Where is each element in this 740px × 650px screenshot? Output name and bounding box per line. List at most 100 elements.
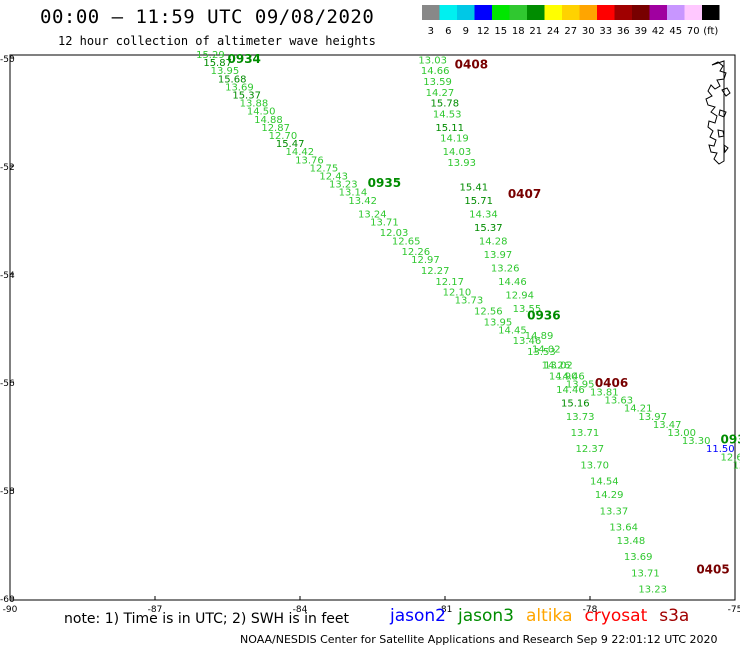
track-id-labels: 0934 0935 0936 0937 0408 0407 0406 0405 — [228, 52, 740, 576]
wave-height-value: 13.64 — [609, 523, 638, 534]
lat-label: -56 — [0, 379, 15, 389]
track-time-label: 0406 — [595, 376, 628, 390]
legend-label: 39 — [634, 26, 647, 37]
wave-height-value: 15.71 — [464, 196, 493, 207]
legend-label: 42 — [652, 26, 665, 37]
wave-height-value: 15.68 — [218, 74, 247, 85]
lon-label: -84 — [293, 605, 308, 615]
wave-height-value: 12.10 — [443, 288, 472, 299]
wave-height-value: 12.65 — [392, 236, 421, 247]
satellite-jason3: jason3 — [458, 606, 514, 626]
lat-label: -50 — [0, 55, 15, 65]
legend-label: 18 — [512, 26, 525, 37]
wave-height-value: 14.02 — [532, 344, 561, 355]
wave-height-value: 15.47 — [276, 139, 305, 150]
wave-height-value: 12.56 — [474, 307, 503, 318]
credit-line: NOAA/NESDIS Center for Satellite Applica… — [240, 633, 718, 646]
legend-swatch — [492, 5, 510, 20]
wave-height-value: 13.23 — [329, 180, 358, 191]
legend-swatch — [474, 5, 492, 20]
wave-height-value: 13.97 — [484, 250, 513, 261]
wave-height-value: 13.95 — [566, 379, 595, 390]
legend-swatch — [562, 5, 580, 20]
lat-label: -58 — [0, 487, 15, 497]
wave-height-value: 13.53 — [527, 347, 556, 358]
wave-height-value: 12.43 — [319, 172, 348, 183]
wave-height-value: 14.53 — [433, 109, 462, 120]
wave-height-value: 13.70 — [580, 460, 609, 471]
lon-label: -78 — [583, 605, 598, 615]
wave-height-value: 14.27 — [426, 88, 455, 99]
color-scale-legend: 3 6 9 12 15 18 21 24 27 30 33 36 39 42 45 70 (ft) — [421, 4, 731, 42]
wave-height-value: 14.46 — [556, 371, 585, 382]
wave-height-value: 14.19 — [440, 134, 469, 145]
legend-swatch — [439, 5, 457, 20]
wave-height-value: 12.27 — [421, 266, 450, 277]
wave-height-value: 13.71 — [370, 217, 399, 228]
color-scale: 3 6 9 12 15 18 21 24 27 30 33 36 39 42 45 70 (ft) — [422, 5, 720, 37]
legend-swatch — [527, 5, 545, 20]
wave-height-value: 14.21 — [624, 404, 653, 415]
wave-height-value: 14.28 — [479, 236, 508, 247]
track-time-label: 0405 — [696, 562, 729, 576]
lat-label: -54 — [0, 271, 15, 281]
track-time-label: 0937 — [721, 433, 740, 447]
wave-height-value: 13.00 — [667, 428, 696, 439]
wave-height-value: 14.46 — [498, 277, 527, 288]
wave-height-value: 13.48 — [617, 536, 646, 547]
legend-swatch — [632, 5, 650, 20]
wave-height-value: 12.97 — [411, 255, 440, 266]
legend-swatch — [544, 5, 562, 20]
wave-height-value: 13.59 — [423, 77, 452, 88]
legend-label: 3 — [428, 26, 434, 37]
track-time-label: 0935 — [368, 176, 401, 190]
jason3-track: 15.2915.8713.9515.6813.6915.3713.8814.50… — [196, 50, 740, 471]
lon-label: -87 — [148, 605, 163, 615]
wave-height-value: 13.37 — [600, 506, 629, 517]
wave-height-value: 14.54 — [590, 477, 619, 488]
wave-height-value: 12.17 — [435, 277, 464, 288]
legend-swatch — [579, 5, 597, 20]
wave-height-value: 14.66 — [421, 66, 450, 77]
legend-swatch — [422, 5, 440, 20]
legend-label: 30 — [582, 26, 595, 37]
coastline — [705, 60, 731, 165]
legend-label: 6 — [445, 26, 451, 37]
wave-height-value: 15.11 — [435, 123, 464, 134]
wave-height-value: 13.93 — [447, 158, 476, 169]
map-frame — [9, 54, 736, 601]
wave-height-value: 15.37 — [474, 223, 503, 234]
lon-label: -75 — [728, 605, 740, 615]
wave-height-value: 13.14 — [339, 188, 368, 199]
wave-height-value: 14.29 — [595, 490, 624, 501]
wave-height-value: 13.95 — [211, 66, 240, 77]
wave-height-value: 13.47 — [653, 420, 682, 431]
wave-height-value: 13.42 — [348, 196, 377, 207]
wave-height-value: 13.76 — [295, 155, 324, 166]
satellite-cryosat: cryosat — [584, 606, 648, 626]
legend-swatch — [614, 5, 632, 20]
wave-height-value: 13.23 — [638, 585, 667, 596]
wave-height-value: 13.88 — [240, 99, 269, 110]
legend-label: 24 — [547, 26, 560, 37]
legend-swatch — [702, 5, 720, 20]
wave-height-value: 12.94 — [505, 290, 534, 301]
lon-label: -81 — [438, 605, 453, 615]
wave-height-value: 12.03 — [380, 228, 409, 239]
legend-label: 33 — [599, 26, 612, 37]
legend-swatch — [667, 5, 685, 20]
legend-label: 15 — [494, 26, 507, 37]
wave-height-value: 12.62 — [721, 452, 740, 463]
wave-height-value: 13.55 — [513, 304, 542, 315]
wave-height-value: 13.02 — [544, 361, 573, 372]
altimeter-tracks: 15.2915.8713.9515.6813.6915.3713.8814.50… — [196, 50, 740, 596]
wave-height-value: 14.89 — [525, 331, 554, 342]
track-time-label: 0407 — [508, 187, 541, 201]
satellite-altika: altika — [526, 606, 573, 626]
wave-height-value: 14.46 — [556, 385, 585, 396]
wave-height-value: 12.26 — [402, 247, 431, 258]
wave-height-value: 13.73 — [566, 412, 595, 423]
legend-label: (ft) — [703, 26, 718, 37]
wave-height-value: 13.69 — [624, 552, 653, 563]
